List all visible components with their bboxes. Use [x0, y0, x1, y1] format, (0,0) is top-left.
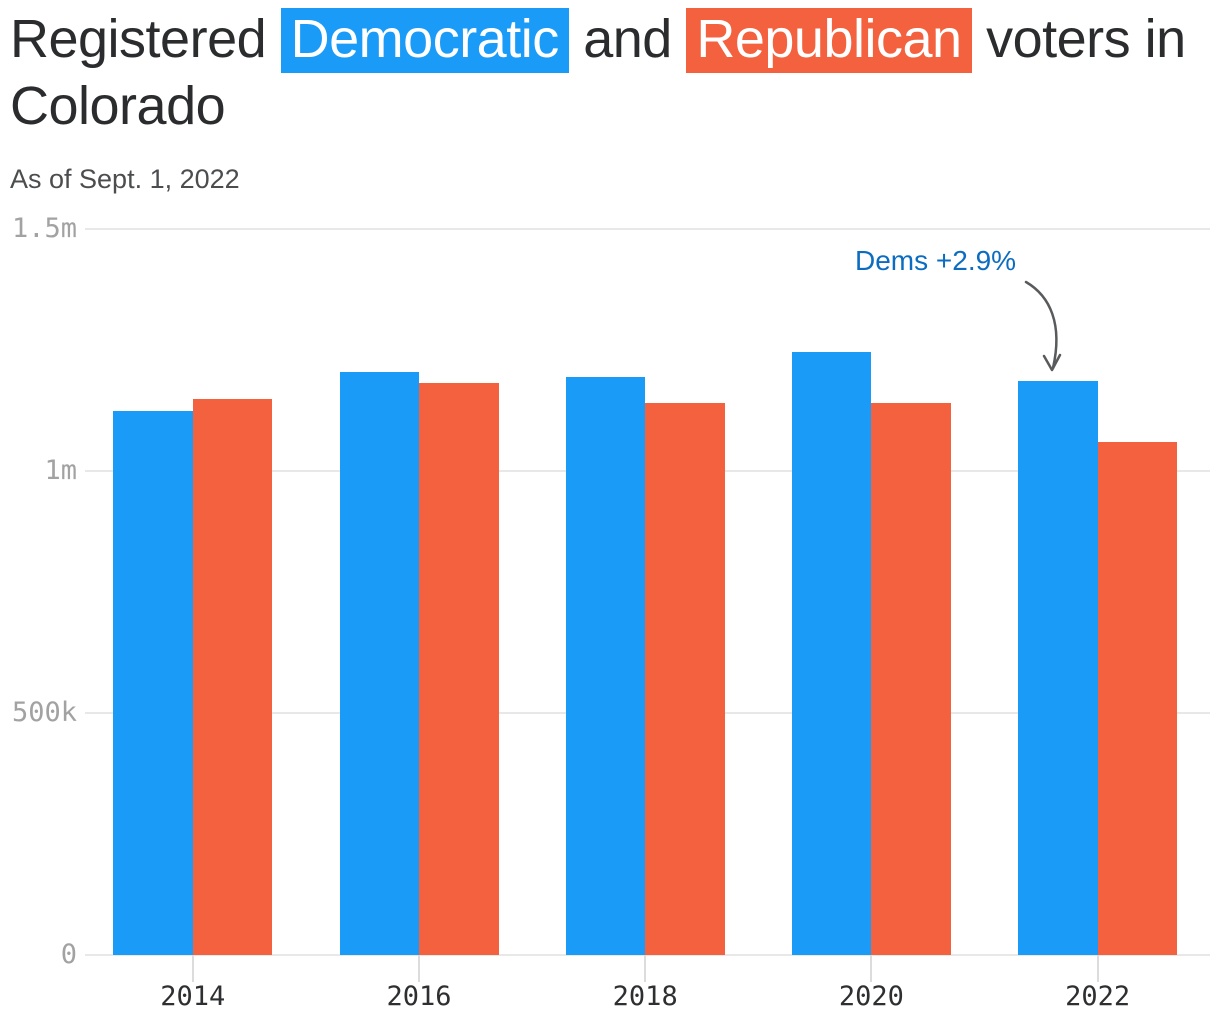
page-title: Registered Democratic and Republican vot… — [10, 6, 1186, 140]
x-axis-tick-2014 — [191, 955, 194, 982]
title-highlight-republican: Republican — [686, 8, 972, 73]
republican-bar-2022 — [1097, 441, 1178, 955]
chart-subtitle: As of Sept. 1, 2022 — [10, 164, 240, 194]
title-text: voters in — [986, 9, 1186, 69]
y-axis-label-0: 0 — [60, 939, 77, 970]
title-text: and — [583, 9, 672, 69]
republican-bar-2020 — [871, 402, 951, 955]
x-axis-tick-2020 — [870, 955, 873, 982]
title-line-2: Colorado — [10, 76, 226, 136]
x-axis-tick-2018 — [644, 955, 647, 982]
democratic-bar-2016 — [339, 371, 419, 955]
x-axis-label-2022: 2022 — [1065, 981, 1131, 1012]
title-line-1: Registered Democratic and Republican vot… — [10, 8, 1186, 73]
x-axis-label-2020: 2020 — [838, 981, 904, 1012]
democratic-bar-2020 — [791, 351, 872, 955]
x-axis-label-2014: 2014 — [160, 981, 226, 1012]
x-axis-label-2018: 2018 — [612, 981, 678, 1012]
republican-bar-2018 — [645, 403, 725, 955]
annotation-label: Dems +2.9% — [855, 245, 1017, 276]
democratic-bar-2022 — [1018, 380, 1098, 955]
x-axis-label-2016: 2016 — [386, 981, 452, 1012]
democratic-bar-2018 — [565, 377, 646, 955]
democratic-bar-2014 — [113, 410, 193, 955]
gridline-1.5m — [85, 228, 1210, 230]
gridline-0 — [85, 954, 1210, 956]
y-axis-label-1.5m: 1.5m — [11, 213, 77, 244]
republican-bar-2014 — [192, 398, 273, 955]
republican-bar-2016 — [419, 382, 499, 955]
x-axis-tick-2016 — [418, 955, 420, 982]
title-text: Registered — [10, 9, 267, 69]
y-axis-label-500k: 500k — [11, 697, 77, 728]
title-highlight-democratic: Democratic — [280, 8, 569, 73]
x-axis-tick-2022 — [1096, 955, 1099, 982]
y-axis-label-1m: 1m — [44, 455, 77, 486]
